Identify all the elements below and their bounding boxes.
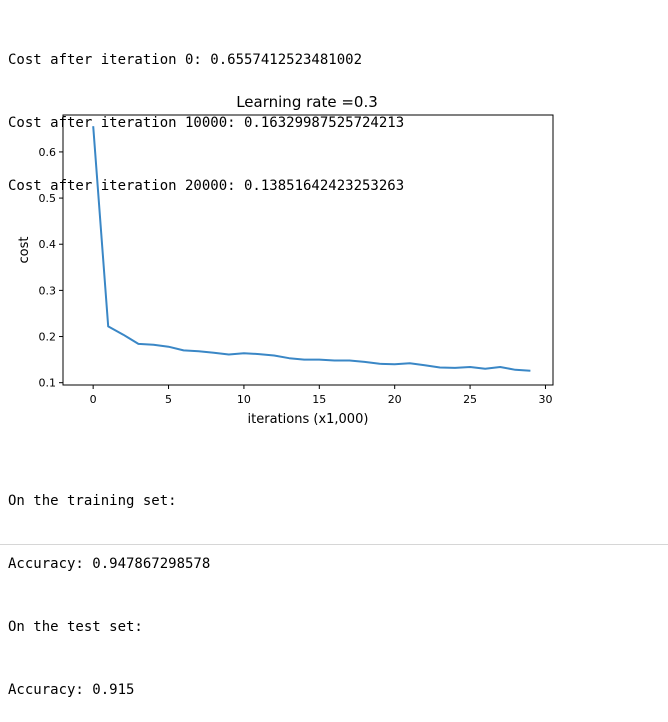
output-line: Accuracy: 0.947867298578	[8, 556, 211, 572]
x-tick-label: 10	[237, 393, 251, 406]
x-tick-label: 15	[312, 393, 326, 406]
output-line: On the test set:	[8, 619, 143, 635]
y-tick-label: 0.2	[39, 331, 57, 344]
output-line: Cost after iteration 20000: 0.1385164242…	[8, 178, 405, 194]
x-tick-label: 5	[165, 393, 172, 406]
y-tick-label: 0.4	[39, 238, 57, 251]
x-tick-label: 20	[388, 393, 402, 406]
x-axis: 0 5 10 15 20 25 30	[90, 385, 552, 406]
cost-chart: Learning rate =0.3 0.1 0.2 0.3 0.4 0.5 0.6 0 5…	[17, 93, 554, 427]
cost-series-line	[92, 126, 531, 372]
series-group	[92, 126, 531, 372]
x-tick-label: 30	[538, 393, 552, 406]
y-tick-label: 0.3	[39, 284, 57, 297]
x-tick-label: 0	[90, 393, 97, 406]
x-tick-label: 25	[463, 393, 477, 406]
output-text-top: Cost after iteration 0: 0.65574125234810…	[8, 8, 404, 218]
plot-area	[62, 114, 554, 386]
output-line: Cost after iteration 10000: 0.1632998752…	[8, 115, 405, 131]
y-axis-label: cost	[17, 237, 32, 264]
output-line: On the training set:	[8, 493, 177, 509]
y-tick-label: 0.1	[39, 377, 57, 390]
output-line: Cost after iteration 0: 0.65574125234810…	[8, 52, 363, 68]
x-axis-label: iterations (x1,000)	[248, 412, 369, 427]
output-text-bottom: On the training set: Accuracy: 0.9478672…	[8, 449, 210, 722]
chart-title: Learning rate =0.3	[236, 93, 378, 111]
y-axis: 0.1 0.2 0.3 0.4 0.5 0.6	[39, 146, 63, 390]
y-tick-label: 0.6	[39, 146, 57, 159]
cell-divider	[0, 544, 668, 545]
output-line: Accuracy: 0.915	[8, 682, 135, 698]
y-tick-label: 0.5	[39, 192, 57, 205]
